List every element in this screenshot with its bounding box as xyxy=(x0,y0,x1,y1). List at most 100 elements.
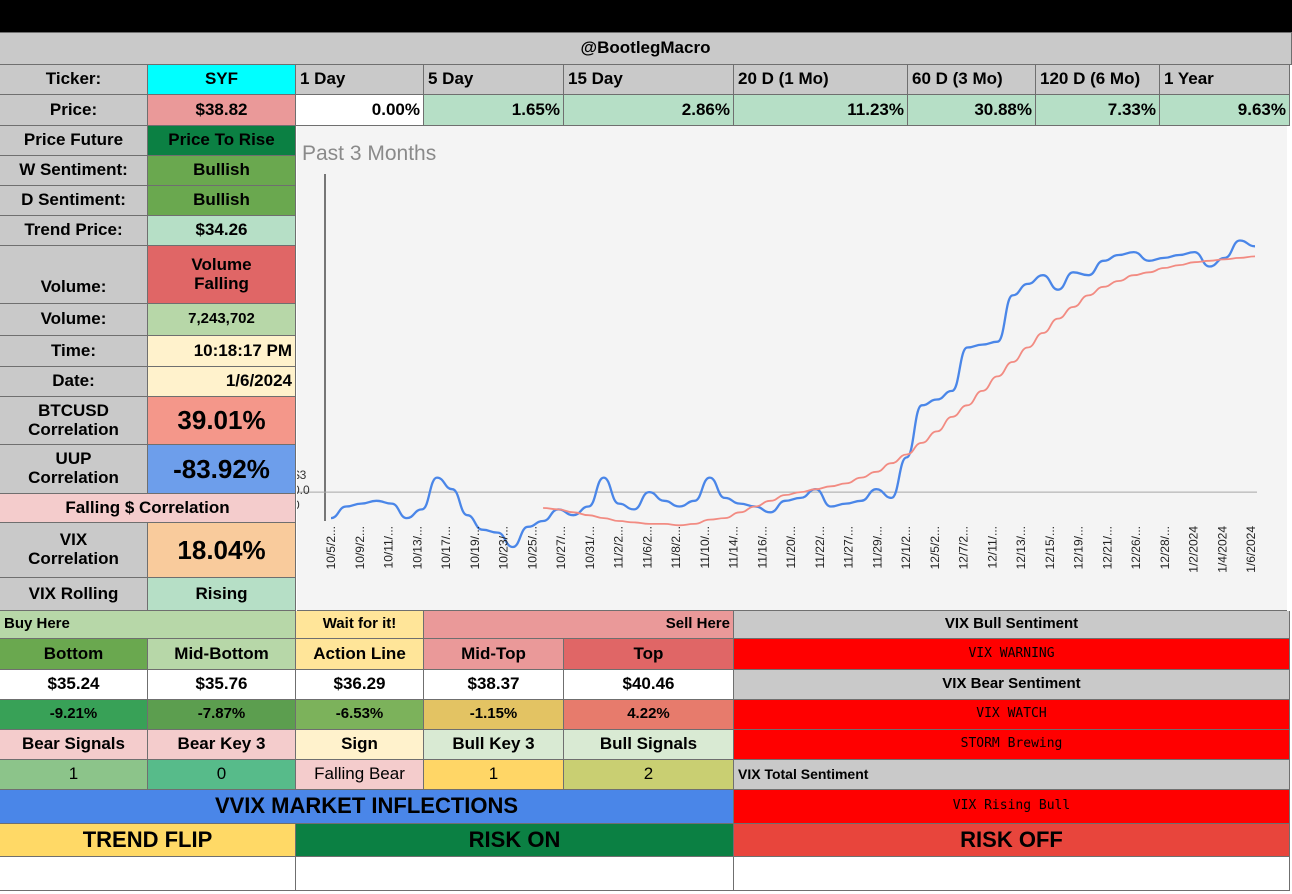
x-tick-label: 1/6/2024 xyxy=(1244,526,1258,573)
trend-flip-label: TREND FLIP xyxy=(0,824,296,857)
level-header-mid-bottom: Mid-Bottom xyxy=(148,639,296,670)
vvix-title: VVIX MARKET INFLECTIONS xyxy=(0,790,734,824)
volume-value: 7,243,702 xyxy=(148,304,296,336)
period-value-1d: 0.00% xyxy=(296,95,424,126)
level-header-bottom: Bottom xyxy=(0,639,148,670)
level-price-bottom: $35.24 xyxy=(0,670,148,700)
period-label-60d: 60 D (3 Mo) xyxy=(908,65,1036,95)
x-tick-label: 12/7/2... xyxy=(957,526,971,569)
vix-storm-value: STORM Brewing xyxy=(734,730,1290,760)
btc-correlation-value: 39.01% xyxy=(148,397,296,445)
x-tick-label: 12/11/... xyxy=(985,526,999,568)
vix-total-value: VIX Rising Bull xyxy=(734,790,1290,824)
signal-value-sign: Falling Bear xyxy=(296,760,424,790)
time-label: Time: xyxy=(0,336,148,367)
d-sentiment-value: Bullish xyxy=(148,186,296,216)
ticker-value: SYF xyxy=(148,65,296,95)
period-value-1y: 9.63% xyxy=(1160,95,1290,126)
x-tick-label: 11/22/... xyxy=(813,526,827,568)
top-bar xyxy=(0,0,1292,32)
x-tick-label: 12/21/... xyxy=(1100,526,1114,569)
time-value: 10:18:17 PM xyxy=(148,336,296,367)
level-header-action-line: Action Line xyxy=(296,639,424,670)
x-tick-label: 12/15/... xyxy=(1043,526,1057,569)
period-value-60d: 30.88% xyxy=(908,95,1036,126)
level-pct-top: 4.22% xyxy=(564,700,734,730)
trend-flip-cell[interactable] xyxy=(0,857,296,891)
signal-value-bear-key-3: 0 xyxy=(148,760,296,790)
level-pct-action-line: -6.53% xyxy=(296,700,424,730)
y-tick-label: 0.0 xyxy=(297,483,310,497)
level-pct-bottom: -9.21% xyxy=(0,700,148,730)
period-label-20d: 20 D (1 Mo) xyxy=(734,65,908,95)
sell-here-label: Sell Here xyxy=(424,611,734,639)
period-label-5d: 5 Day xyxy=(424,65,564,95)
d-sentiment-label: D Sentiment: xyxy=(0,186,148,216)
x-tick-label: 10/9/2... xyxy=(353,526,367,569)
x-tick-label: 11/20/... xyxy=(784,526,798,568)
x-tick-label: 10/25/... xyxy=(525,526,539,569)
price-value: $38.82 xyxy=(148,95,296,126)
ticker-label: Ticker: xyxy=(0,65,148,95)
falling-dollar-correlation: Falling $ Correlation xyxy=(0,494,296,523)
x-tick-label: 12/26/... xyxy=(1129,526,1143,569)
volume-trend-value: Volume Falling xyxy=(148,246,296,304)
price-future-value: Price To Rise xyxy=(148,126,296,156)
uup-correlation-label: UUP Correlation xyxy=(0,445,148,494)
x-tick-label: 11/14/... xyxy=(727,526,741,568)
series-line-price xyxy=(330,239,1256,549)
signal-value-bull-signals: 2 xyxy=(564,760,734,790)
chart-canvas: $30.00 10/5/2... 10/9/2... 10/11/... 10/13/.… xyxy=(297,174,1258,573)
x-tick-label: 12/1/2... xyxy=(899,526,913,569)
vix-correlation-value: 18.04% xyxy=(148,523,296,578)
signal-value-bear-signals: 1 xyxy=(0,760,148,790)
x-tick-label: 11/16/... xyxy=(755,526,769,568)
price-future-label: Price Future xyxy=(0,126,148,156)
signal-value-bull-key-3: 1 xyxy=(424,760,564,790)
level-price-top: $40.46 xyxy=(564,670,734,700)
level-price-mid-bottom: $35.76 xyxy=(148,670,296,700)
signal-header-bull-key-3: Bull Key 3 xyxy=(424,730,564,760)
x-tick-label: 10/19/... xyxy=(468,526,482,569)
volume-trend-label: Volume: xyxy=(0,246,148,304)
risk-on-cell[interactable] xyxy=(296,857,734,891)
x-tick-label: 11/2/2... xyxy=(612,526,626,568)
x-tick-label: 10/17/... xyxy=(439,526,453,569)
price-chart: Past 3 Months $30.00 10/5/2... 10/9/2... 10… xyxy=(297,126,1287,611)
y-tick-label: 0 xyxy=(297,498,300,512)
vix-bear-value: VIX WATCH xyxy=(734,700,1290,730)
level-header-mid-top: Mid-Top xyxy=(424,639,564,670)
risk-on-label: RISK ON xyxy=(296,824,734,857)
period-label-15d: 15 Day xyxy=(564,65,734,95)
trend-price-label: Trend Price: xyxy=(0,216,148,246)
vix-correlation-label: VIX Correlation xyxy=(0,523,148,578)
header-title: @BootlegMacro xyxy=(0,32,1292,65)
x-tick-label: 11/8/2... xyxy=(669,526,683,568)
x-tick-label: 10/27/... xyxy=(554,526,568,569)
level-pct-mid-top: -1.15% xyxy=(424,700,564,730)
period-label-1y: 1 Year xyxy=(1160,65,1290,95)
uup-correlation-value: -83.92% xyxy=(148,445,296,494)
vix-total-title: VIX Total Sentiment xyxy=(734,760,1290,790)
x-tick-label: 11/6/2... xyxy=(640,526,654,568)
x-tick-label: 10/5/2... xyxy=(324,526,338,569)
vix-bear-title: VIX Bear Sentiment xyxy=(734,670,1290,700)
x-tick-label: 11/29/... xyxy=(870,526,884,568)
level-header-top: Top xyxy=(564,639,734,670)
wait-label: Wait for it! xyxy=(296,611,424,639)
vix-rolling-value: Rising xyxy=(148,578,296,611)
risk-off-cell[interactable] xyxy=(734,857,1290,891)
period-value-15d: 2.86% xyxy=(564,95,734,126)
x-tick-label: 12/13/... xyxy=(1014,526,1028,569)
period-value-5d: 1.65% xyxy=(424,95,564,126)
vix-bull-title: VIX Bull Sentiment xyxy=(734,611,1290,639)
level-price-mid-top: $38.37 xyxy=(424,670,564,700)
vix-rolling-label: VIX Rolling xyxy=(0,578,148,611)
x-tick-label: 12/19/... xyxy=(1072,526,1086,569)
x-tick-label: 10/23/... xyxy=(497,526,511,569)
signal-header-bear-signals: Bear Signals xyxy=(0,730,148,760)
x-tick-label: 12/5/2... xyxy=(928,526,942,569)
x-tick-label: 10/11/... xyxy=(382,526,396,568)
signal-header-bear-key-3: Bear Key 3 xyxy=(148,730,296,760)
vix-bull-value: VIX WARNING xyxy=(734,639,1290,670)
